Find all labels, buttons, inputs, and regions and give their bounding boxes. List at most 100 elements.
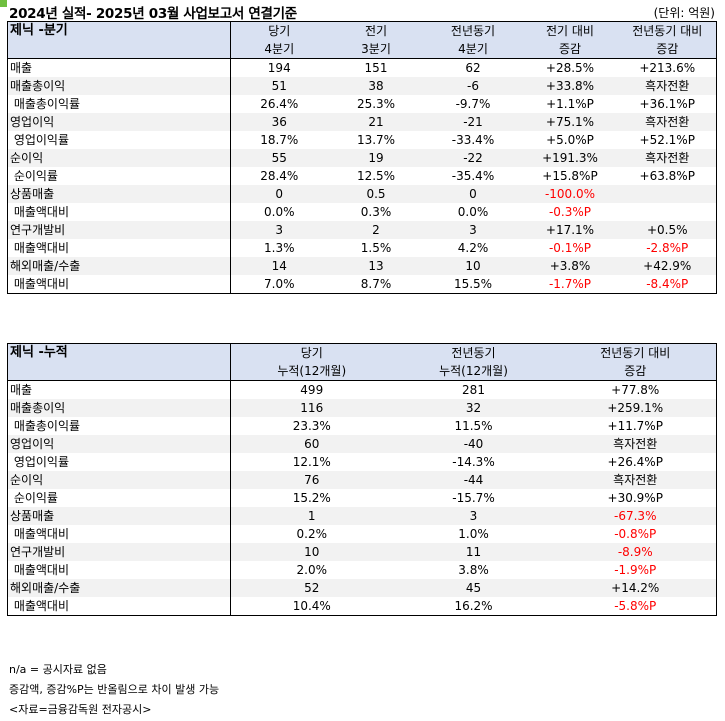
cell-value: +15.8%P xyxy=(542,169,598,183)
footnote-rounding: 증감액, 증감%P는 반올림으로 차이 발생 가능 xyxy=(9,683,220,696)
cell-value: -35.4% xyxy=(451,169,495,183)
table-row: 연구개발비 10 11 -8.9% xyxy=(7,543,717,561)
cell-value: 38 xyxy=(327,77,425,95)
cell-value: 13 xyxy=(327,257,425,275)
table-row: 매출 194 151 62 +28.5% +213.6% xyxy=(7,58,717,77)
cell-value: 1.0% xyxy=(458,527,489,541)
column-subheader: 증감 xyxy=(618,40,717,59)
row-label: 매출액대비 xyxy=(7,275,231,294)
row-label: 순이익률 xyxy=(7,167,231,185)
cell-value xyxy=(618,185,717,203)
row-label: 연구개발비 xyxy=(7,221,231,239)
column-subheader: 누적(12개월) xyxy=(392,362,555,381)
column-header: 전년동기 xyxy=(392,343,555,362)
table-row: 해외매출/수출 14 13 10 +3.8% +42.9% xyxy=(7,257,717,275)
row-label: 매출총이익 xyxy=(7,399,231,417)
row-label: 연구개발비 xyxy=(7,543,231,561)
table-row: 순이익률 15.2% -15.7% +30.9%P xyxy=(7,489,717,507)
table-row: 매출총이익 116 32 +259.1% xyxy=(7,399,717,417)
cell-value: -14.3% xyxy=(452,455,495,469)
row-label: 매출총이익률 xyxy=(7,95,231,113)
unit-label: (단위: 억원) xyxy=(653,6,715,20)
cell-value: +75.1% xyxy=(521,113,619,131)
cell-value: 0.0% xyxy=(264,205,295,219)
table-row: 매출액대비 7.0% 8.7% 15.5% -1.7%P -8.4%P xyxy=(7,275,717,294)
row-label: 매출액대비 xyxy=(7,525,231,543)
table-row: 상품매출 1 3 -67.3% xyxy=(7,507,717,525)
table-row: 매출액대비 1.3% 1.5% 4.2% -0.1%P -2.8%P xyxy=(7,239,717,257)
cell-value: -0.1%P xyxy=(548,241,592,255)
cell-value: +213.6% xyxy=(618,58,717,77)
cell-value: 0.5 xyxy=(327,185,425,203)
cell-value: +52.1%P xyxy=(618,131,717,149)
cell-value: 51 xyxy=(230,77,328,95)
cell-value: 흑자전환 xyxy=(618,77,717,95)
cell-value: 3.8% xyxy=(458,563,489,577)
cell-value: 3 xyxy=(424,221,522,239)
header-row-sub: 누적(12개월) 누적(12개월) 증감 xyxy=(7,362,717,381)
header-blank xyxy=(7,40,231,59)
cell-value: 19 xyxy=(327,149,425,167)
cell-value: 흑자전환 xyxy=(554,435,717,453)
cell-value: 2 xyxy=(327,221,425,239)
table-row: 매출총이익률 23.3% 11.5% +11.7%P xyxy=(7,417,717,435)
cell-value: +5.0%P xyxy=(546,133,594,147)
cell-value: +1.1%P xyxy=(546,97,594,111)
cell-value: 흑자전환 xyxy=(618,149,717,167)
row-label: 매출액대비 xyxy=(7,561,231,579)
cell-value: -33.4% xyxy=(451,133,495,147)
row-label: 상품매출 xyxy=(7,185,231,203)
table-row: 순이익 76 -44 흑자전환 xyxy=(7,471,717,489)
cell-value: 11.5% xyxy=(454,419,493,433)
cell-value: 15.5% xyxy=(424,275,522,294)
cell-value: +77.8% xyxy=(554,380,717,399)
row-label: 순이익 xyxy=(7,149,231,167)
cell-value: 499 xyxy=(300,383,324,397)
row-label: 순이익 xyxy=(7,471,231,489)
page-title: 2024년 실적- 2025년 03월 사업보고서 연결기준 xyxy=(9,6,297,22)
cell-value: -21 xyxy=(424,113,522,131)
row-label: 영업이익률 xyxy=(7,131,231,149)
section-title: 제닉 -누적 xyxy=(7,343,231,362)
row-label: 순이익률 xyxy=(7,489,231,507)
cell-value: 14 xyxy=(230,257,328,275)
cumulative-table: 제닉 -누적 당기 전년동기 전년동기 대비 누적(12개월) 누적(12개월) 증감 매출 4… xyxy=(7,343,717,616)
cell-value: 0.0% xyxy=(457,205,489,219)
cell-value: +11.7%P xyxy=(554,417,717,435)
table-row: 순이익률 28.4% 12.5% -35.4% +15.8%P +63.8%P xyxy=(7,167,717,185)
cell-value: +30.9%P xyxy=(554,489,717,507)
cell-value: +63.8%P xyxy=(618,167,717,185)
cell-value: 7.0% xyxy=(230,275,328,294)
cell-value: -1.7%P xyxy=(521,275,619,294)
cell-value: 32 xyxy=(392,399,555,417)
row-label: 매출총이익 xyxy=(7,77,231,95)
cell-value: -6 xyxy=(424,77,522,95)
cell-value: 10.4% xyxy=(230,597,393,616)
cell-value: 116 xyxy=(230,399,393,417)
cell-value: 11 xyxy=(392,543,555,561)
table-row: 매출액대비 0.2% 1.0% -0.8%P xyxy=(7,525,717,543)
cell-value xyxy=(618,203,717,221)
table-row: 영업이익 60 -40 흑자전환 xyxy=(7,435,717,453)
cell-value: 0 xyxy=(230,185,328,203)
cell-value: 12.5% xyxy=(356,169,396,183)
cell-value: -44 xyxy=(392,471,555,489)
cell-value: 0.3% xyxy=(360,205,392,219)
row-label: 매출액대비 xyxy=(7,239,231,257)
column-header: 전기 xyxy=(327,21,425,40)
cell-value: -22 xyxy=(424,149,522,167)
cell-value: +191.3% xyxy=(521,149,619,167)
cell-value: 0 xyxy=(424,185,522,203)
cell-value: 흑자전환 xyxy=(618,113,717,131)
cell-value: 12.1% xyxy=(292,455,331,469)
cell-value: 16.2% xyxy=(392,597,555,616)
column-subheader: 누적(12개월) xyxy=(230,362,393,381)
cell-value: +14.2% xyxy=(554,579,717,597)
cell-value: -0.8%P xyxy=(554,525,717,543)
cell-value: 76 xyxy=(230,471,393,489)
table-row: 상품매출 0 0.5 0 -100.0% xyxy=(7,185,717,203)
header-blank xyxy=(7,362,231,381)
footnote-source: <자료=금융감독원 전자공시> xyxy=(9,703,152,716)
cell-value: +26.4%P xyxy=(554,453,717,471)
cell-value: 3 xyxy=(392,507,555,525)
